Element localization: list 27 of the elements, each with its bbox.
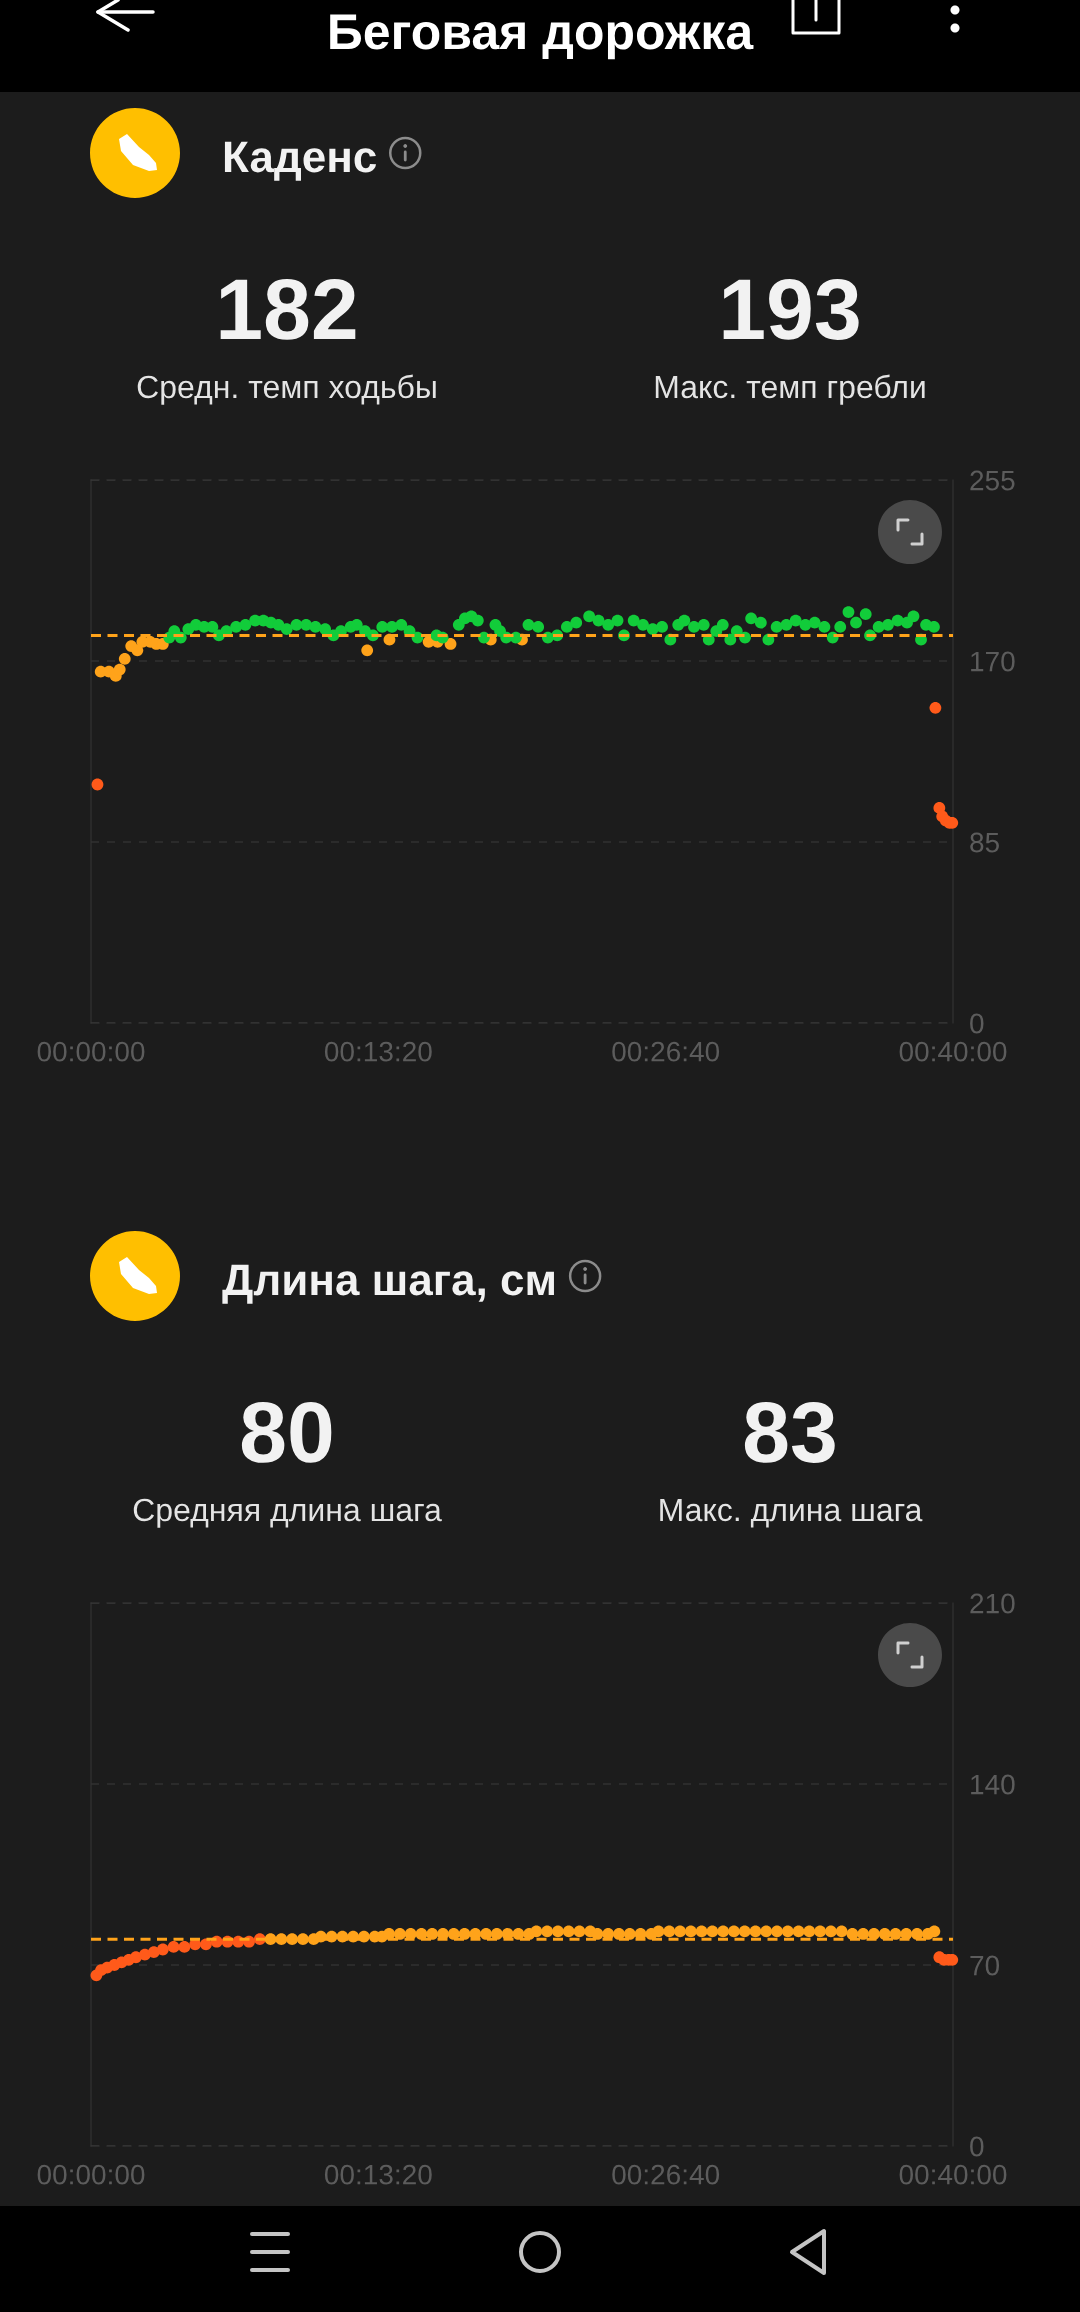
y-tick-label: 140 — [971, 1774, 1015, 1795]
y-tick-label: 85 — [970, 832, 999, 853]
text: Беговая дорожка — [330, 14, 754, 60]
x-tick-label: 00:26:40 — [612, 2164, 720, 2185]
y-tick-label: 210 — [970, 1593, 1015, 1614]
text: Макс. темп гребли — [655, 374, 925, 405]
text: Макс. длина шага — [660, 1498, 923, 1528]
y-tick-label: 255 — [970, 470, 1015, 491]
text: Средн. темп ходьбы — [137, 374, 436, 405]
x-tick-label: 00:13:20 — [324, 1041, 432, 1062]
x-tick-label: 00:40:00 — [899, 2164, 1007, 2185]
x-tick-label: 00:00:00 — [37, 2164, 145, 2185]
chart-title: Длина шага, см — [222, 1264, 554, 1304]
y-tick-label: 170 — [971, 651, 1015, 672]
text: 182 — [220, 278, 356, 340]
x-tick-label: 00:00:00 — [37, 1041, 145, 1062]
x-tick-label: 00:13:20 — [324, 2164, 432, 2185]
y-tick-label: 0 — [970, 2136, 984, 2157]
text: 193 — [723, 278, 859, 340]
text: 80 — [241, 1401, 332, 1463]
x-tick-label: 00:26:40 — [612, 1041, 720, 1062]
y-tick-label: 70 — [970, 1955, 1000, 1976]
text: 83 — [744, 1401, 835, 1463]
x-tick-label: 00:40:00 — [899, 1041, 1007, 1062]
y-tick-label: 0 — [970, 1013, 984, 1034]
chart-title: Каденс — [224, 141, 377, 181]
text: Средняя длина шага — [133, 1498, 442, 1528]
